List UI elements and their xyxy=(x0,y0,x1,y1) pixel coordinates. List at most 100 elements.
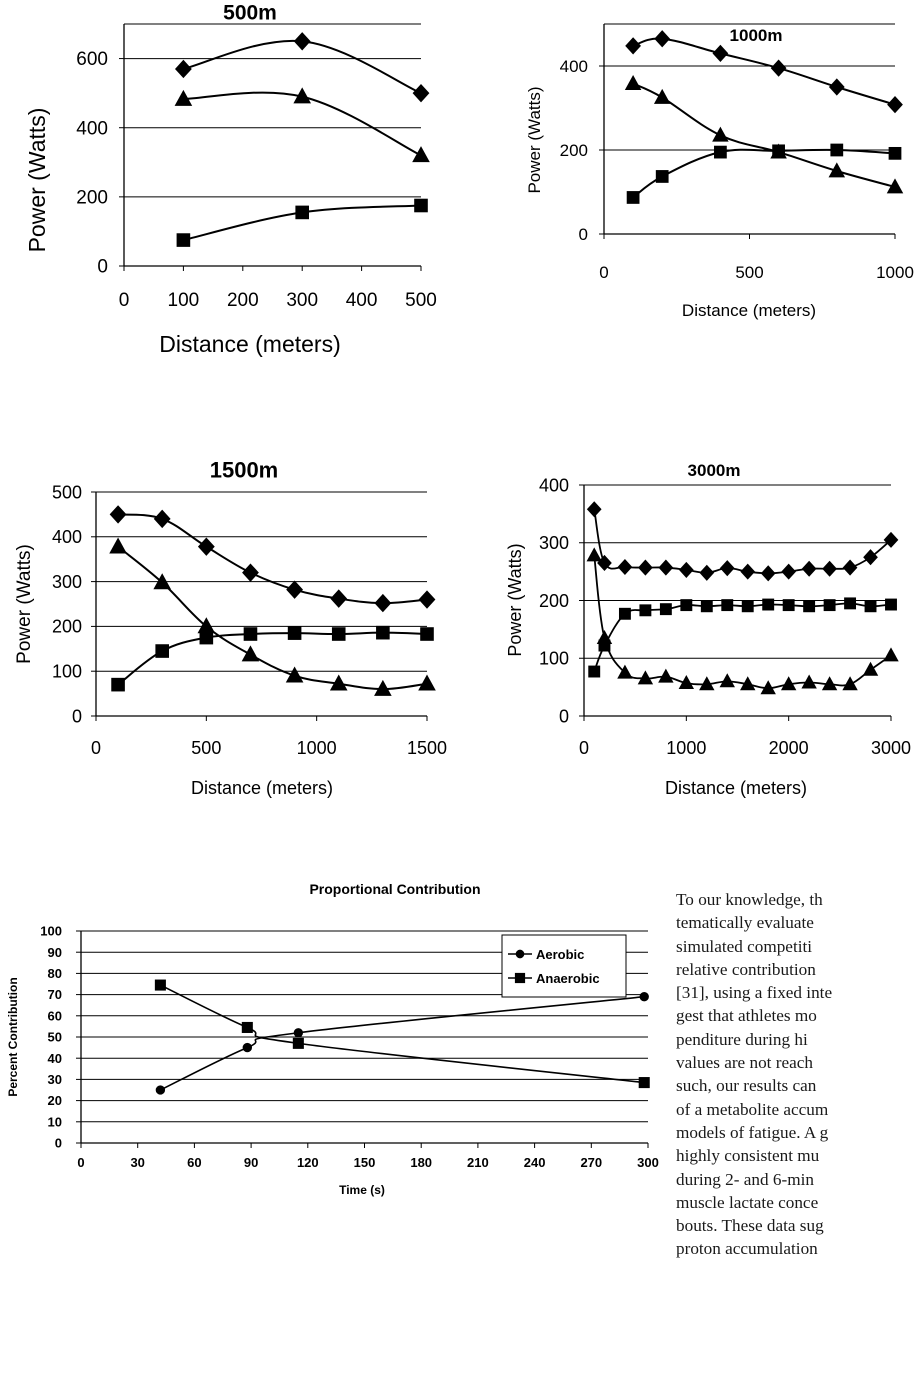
y-tick-label: 50 xyxy=(48,1030,62,1045)
data-point-diamond xyxy=(153,509,171,529)
data-point-triangle xyxy=(153,573,171,590)
data-point-square xyxy=(762,598,775,611)
data-point-diamond xyxy=(418,590,436,609)
text-line: [31], using a fixed inte xyxy=(676,983,833,1003)
data-point-triangle xyxy=(678,675,695,690)
y-axis-label: Power (Watts) xyxy=(505,543,525,656)
data-point-square xyxy=(287,626,302,640)
data-point-circle xyxy=(155,1085,166,1095)
chart-title: Proportional Contribution xyxy=(309,881,480,897)
legend-marker-circle xyxy=(515,949,525,959)
x-tick-label: 100 xyxy=(168,290,200,311)
x-tick-label: 500 xyxy=(191,738,221,758)
data-point-square xyxy=(414,198,428,213)
data-point-triangle xyxy=(624,75,642,91)
y-axis-label: Power (Watts) xyxy=(525,86,544,193)
x-tick-label: 0 xyxy=(91,738,101,758)
data-point-triangle xyxy=(886,178,904,194)
text-line: gest that athletes mo xyxy=(676,1006,817,1026)
x-tick-label: 0 xyxy=(579,738,589,758)
data-point-square xyxy=(626,191,640,204)
legend-box xyxy=(501,934,627,998)
text-line: simulated competiti xyxy=(676,936,813,956)
x-tick-label: 210 xyxy=(467,1155,489,1170)
text-line: highly consistent mu xyxy=(676,1146,820,1166)
data-point-square xyxy=(639,604,652,617)
data-point-square xyxy=(782,599,795,612)
data-point-triangle xyxy=(637,670,654,685)
x-tick-label: 60 xyxy=(187,1155,201,1170)
y-tick-label: 0 xyxy=(559,706,569,726)
y-tick-label: 400 xyxy=(539,475,569,495)
text-line: such, our results can xyxy=(676,1076,817,1096)
series-triangle-line xyxy=(183,91,422,157)
data-point-triangle xyxy=(719,673,735,688)
data-point-square xyxy=(844,597,857,610)
data-point-triangle xyxy=(658,668,674,683)
data-point-square xyxy=(241,1021,253,1033)
data-point-square xyxy=(155,644,169,658)
data-point-square xyxy=(803,600,816,613)
data-point-triangle xyxy=(828,162,846,178)
y-tick-label: 300 xyxy=(52,572,82,592)
data-point-square xyxy=(823,599,836,612)
legend-label: Aerobic xyxy=(536,947,584,962)
data-point-triangle xyxy=(712,126,729,142)
y-tick-label: 400 xyxy=(76,118,108,139)
x-tick-label: 400 xyxy=(346,290,378,311)
x-axis-label: Distance (meters) xyxy=(159,331,340,357)
data-point-triangle xyxy=(862,661,879,676)
data-point-triangle xyxy=(883,647,899,662)
data-point-triangle xyxy=(770,143,787,159)
x-tick-label: 500 xyxy=(405,290,437,311)
y-tick-label: 100 xyxy=(52,662,82,682)
y-tick-label: 20 xyxy=(48,1093,62,1108)
body-text-paragraph: To our knowledge, th tematically evaluat… xyxy=(676,888,918,1261)
chart-title: 1500m xyxy=(210,458,279,483)
series-triangle-line xyxy=(117,545,428,691)
data-point-diamond xyxy=(760,565,776,582)
data-point-diamond xyxy=(374,593,392,613)
data-point-square xyxy=(655,170,669,183)
data-point-diamond xyxy=(781,563,797,580)
data-point-diamond xyxy=(197,537,215,556)
data-point-triangle xyxy=(197,617,216,634)
data-point-diamond xyxy=(887,96,903,114)
y-axis-label: Percent Contribution xyxy=(6,977,20,1096)
y-tick-label: 80 xyxy=(48,966,62,981)
y-tick-label: 100 xyxy=(539,649,569,669)
x-tick-label: 30 xyxy=(130,1155,144,1170)
y-tick-label: 100 xyxy=(40,924,62,939)
data-point-square xyxy=(888,146,902,160)
chart-title: 1000m xyxy=(730,26,783,45)
x-tick-label: 0 xyxy=(77,1155,84,1170)
data-point-diamond xyxy=(242,563,259,582)
data-point-triangle xyxy=(821,676,838,691)
text-line: penditure during hi xyxy=(676,1029,808,1049)
chart-title: 500m xyxy=(223,1,277,24)
data-point-square xyxy=(659,603,672,616)
data-point-triangle xyxy=(285,666,304,683)
y-tick-label: 200 xyxy=(52,617,82,637)
text-line: values are not reach xyxy=(676,1053,813,1073)
data-point-square xyxy=(420,627,434,641)
data-point-diamond xyxy=(286,580,303,599)
y-tick-label: 60 xyxy=(48,1008,62,1023)
data-point-diamond xyxy=(617,558,633,576)
text-line: bouts. These data sug xyxy=(676,1216,824,1236)
data-point-circle xyxy=(242,1042,253,1053)
series-square-line xyxy=(632,148,896,199)
data-point-triangle xyxy=(109,537,127,554)
x-tick-label: 0 xyxy=(119,290,130,311)
data-point-circle xyxy=(293,1028,304,1038)
x-tick-label: 3000 xyxy=(871,738,911,758)
data-point-square xyxy=(885,598,897,611)
data-point-triangle xyxy=(780,676,797,691)
x-axis-label: Distance (meters) xyxy=(682,301,816,320)
data-point-diamond xyxy=(801,560,817,577)
data-point-diamond xyxy=(654,30,671,48)
data-point-square xyxy=(714,145,727,159)
y-axis-label: Power (Watts) xyxy=(14,544,35,664)
y-tick-label: 0 xyxy=(97,257,108,278)
series-diamond-line xyxy=(117,513,428,605)
